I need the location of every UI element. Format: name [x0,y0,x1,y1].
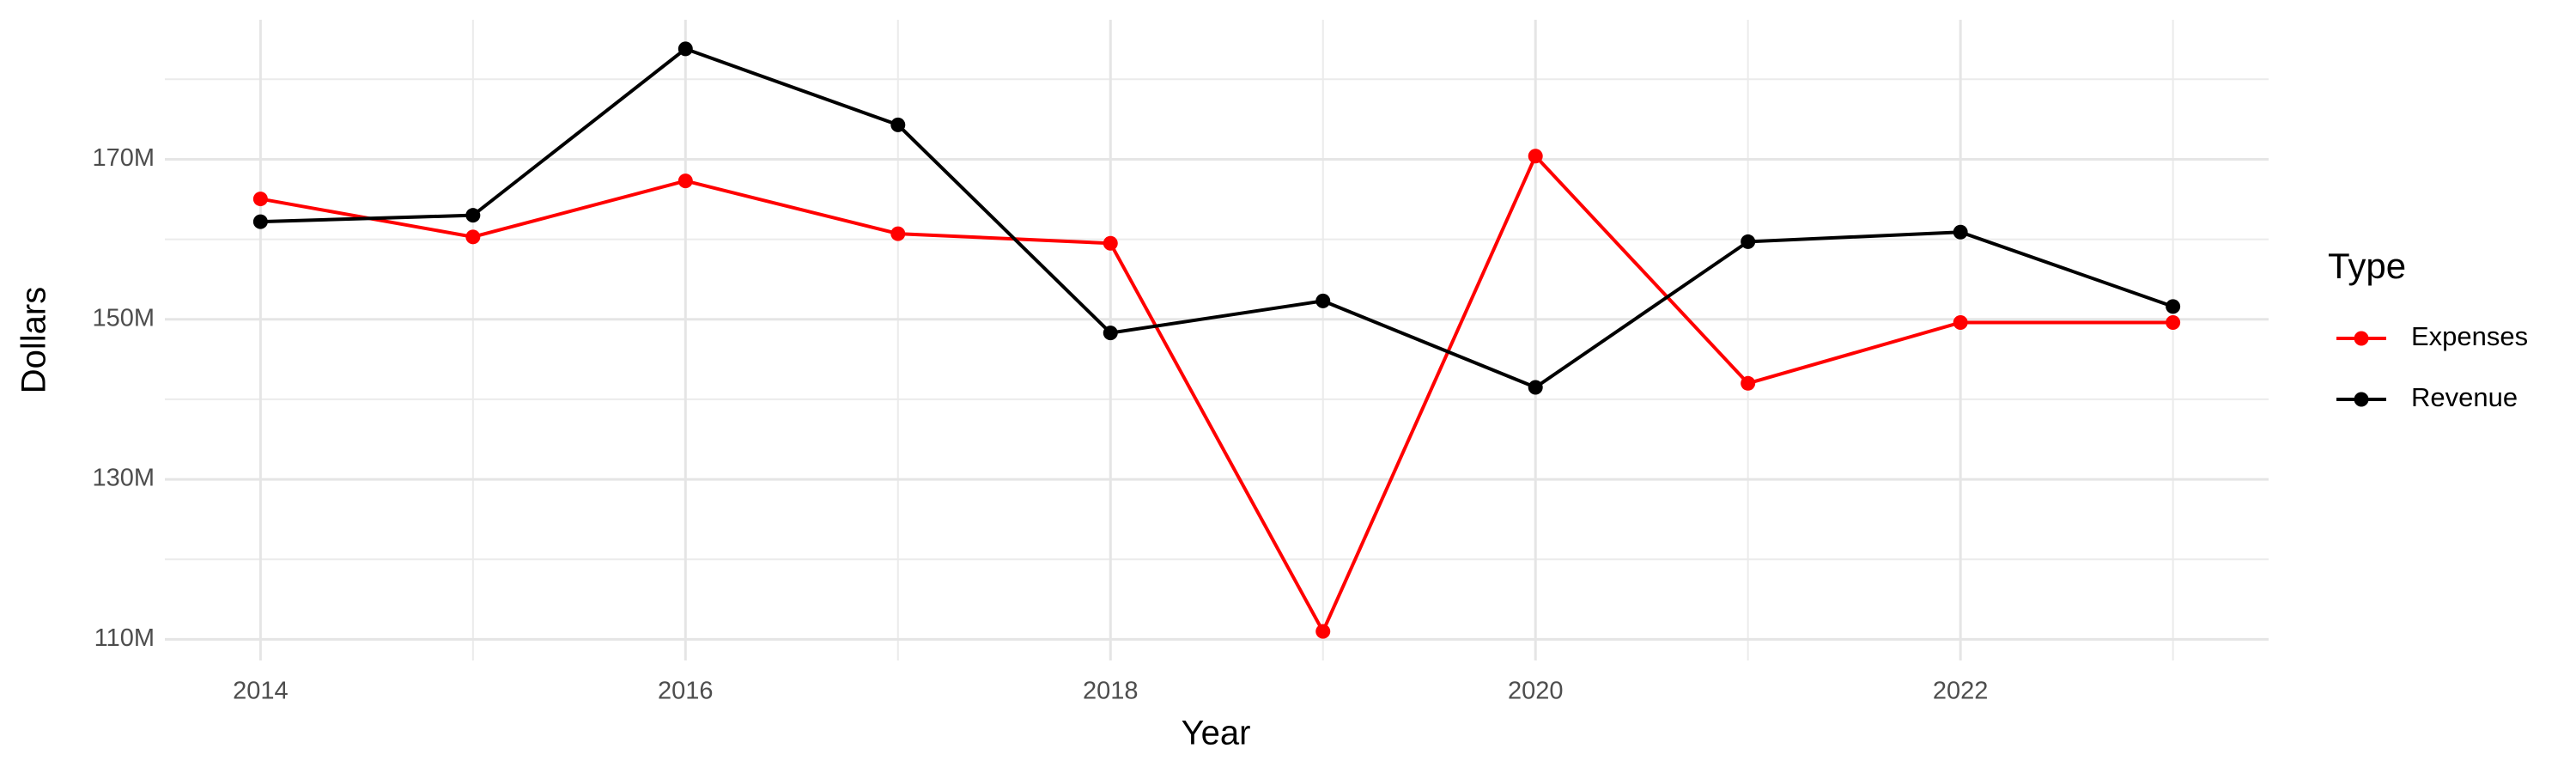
legend-label: Revenue [2411,382,2518,412]
y-tick-label: 130M [92,465,155,492]
data-point [2166,315,2181,331]
data-point [1103,326,1118,341]
legend-key-point [2354,331,2369,346]
data-point [677,173,693,189]
data-point [1741,375,1756,391]
legend-key-point [2354,392,2369,407]
data-point [1103,235,1118,251]
data-point [677,41,693,57]
data-point [1953,224,1968,240]
y-tick-label: 150M [92,304,155,332]
x-tick-label: 2016 [658,678,714,705]
data-point [465,229,481,245]
data-point [1741,234,1756,249]
legend-label: Expenses [2411,321,2528,351]
y-axis-title: Dollars [15,287,53,393]
data-point [1315,624,1331,639]
data-point [890,117,906,132]
x-tick-label: 2020 [1508,678,1564,705]
data-point [2166,299,2181,314]
data-point [890,226,906,241]
data-point [1528,380,1543,395]
data-point [1953,315,1968,331]
x-axis-title: Year [1182,715,1251,752]
x-tick-label: 2014 [233,678,289,705]
data-point [465,208,481,223]
legend-title: Type [2328,246,2406,286]
data-point [252,192,268,207]
series-line [260,46,2174,390]
data-point [252,214,268,229]
x-tick-label: 2022 [1933,678,1989,705]
series-line [260,153,2173,636]
data-point [1528,149,1543,164]
x-tick-label: 2018 [1083,678,1139,705]
y-tick-label: 170M [92,144,155,172]
data-point [1315,293,1331,308]
y-tick-label: 110M [94,624,155,652]
